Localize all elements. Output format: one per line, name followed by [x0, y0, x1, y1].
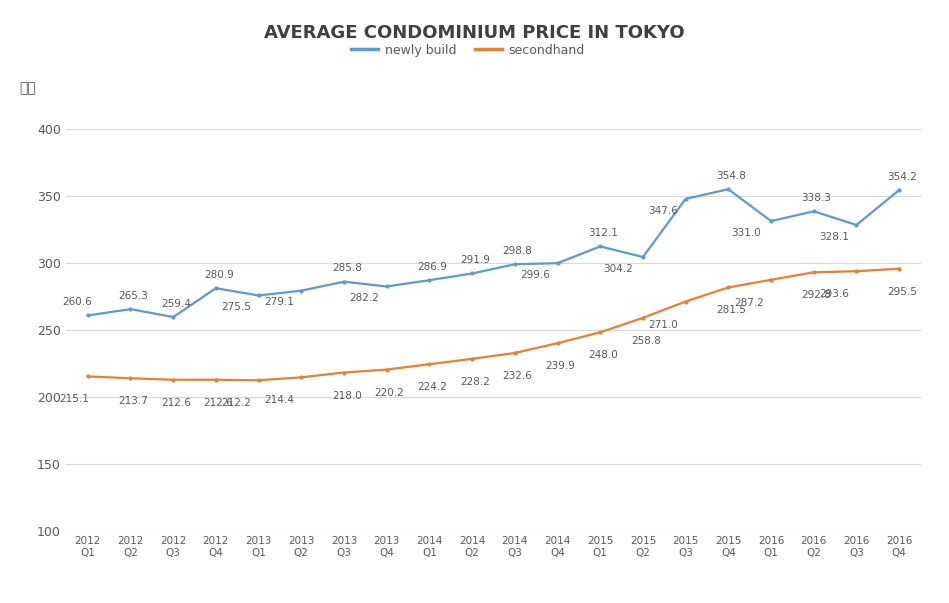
secondhand — [296, 374, 307, 381]
secondhand — [552, 339, 564, 347]
Text: 212.6: 212.6 — [204, 398, 233, 408]
Line: newly build: newly build — [85, 187, 902, 319]
newly build — [423, 277, 435, 284]
Text: 224.2: 224.2 — [418, 382, 447, 393]
newly build — [679, 195, 691, 203]
Text: 354.2: 354.2 — [887, 172, 917, 182]
Text: 328.1: 328.1 — [819, 232, 849, 242]
newly build — [296, 287, 307, 294]
Text: 331.0: 331.0 — [731, 228, 761, 238]
newly build — [638, 253, 649, 260]
Line: secondhand: secondhand — [85, 267, 902, 382]
Text: 265.3: 265.3 — [119, 291, 148, 301]
newly build — [339, 278, 350, 285]
Text: 248.0: 248.0 — [588, 350, 618, 361]
secondhand — [125, 374, 137, 382]
Text: 286.9: 286.9 — [418, 262, 447, 272]
Text: 282.2: 282.2 — [349, 293, 380, 303]
newly build — [82, 312, 93, 319]
secondhand — [466, 355, 477, 362]
Text: 260.6: 260.6 — [62, 297, 91, 307]
Text: 293.6: 293.6 — [819, 289, 849, 299]
newly build — [381, 283, 392, 290]
Text: 213.7: 213.7 — [119, 396, 148, 406]
Text: 232.6: 232.6 — [503, 371, 532, 381]
Text: 304.2: 304.2 — [603, 264, 633, 274]
Text: 291.9: 291.9 — [460, 255, 490, 265]
secondhand — [339, 369, 350, 376]
newly build — [509, 260, 520, 268]
secondhand — [850, 268, 862, 275]
secondhand — [252, 377, 264, 384]
secondhand — [893, 265, 904, 273]
Text: 239.9: 239.9 — [546, 361, 575, 371]
Legend: newly build, secondhand: newly build, secondhand — [345, 39, 590, 63]
Text: 312.1: 312.1 — [588, 228, 618, 238]
newly build — [722, 186, 734, 193]
Text: 万円: 万円 — [19, 81, 36, 95]
newly build — [594, 243, 606, 250]
Text: 212.6: 212.6 — [161, 398, 191, 408]
secondhand — [808, 269, 819, 276]
Text: 259.4: 259.4 — [161, 298, 191, 309]
newly build — [167, 314, 178, 321]
newly build — [765, 218, 776, 225]
Text: 214.4: 214.4 — [264, 396, 294, 405]
Text: 228.2: 228.2 — [460, 377, 490, 387]
Text: 295.5: 295.5 — [887, 286, 917, 297]
secondhand — [638, 314, 649, 321]
secondhand — [594, 329, 606, 336]
secondhand — [82, 373, 93, 380]
secondhand — [381, 366, 392, 373]
secondhand — [679, 298, 691, 305]
newly build — [893, 186, 904, 194]
secondhand — [167, 376, 178, 384]
Text: 338.3: 338.3 — [802, 193, 831, 203]
Text: 281.5: 281.5 — [716, 306, 746, 315]
Text: 347.6: 347.6 — [648, 206, 679, 215]
newly build — [808, 207, 819, 215]
secondhand — [722, 284, 734, 291]
newly build — [466, 270, 477, 277]
secondhand — [423, 361, 435, 368]
Text: 299.6: 299.6 — [520, 270, 550, 280]
Text: 258.8: 258.8 — [631, 336, 661, 346]
Text: 275.5: 275.5 — [221, 302, 251, 312]
Text: 292.8: 292.8 — [802, 290, 831, 300]
Text: 354.8: 354.8 — [716, 171, 746, 181]
Text: 285.8: 285.8 — [332, 264, 362, 273]
Text: 298.8: 298.8 — [503, 246, 532, 256]
Text: 279.1: 279.1 — [264, 297, 294, 308]
newly build — [125, 306, 137, 313]
newly build — [552, 259, 564, 267]
secondhand — [765, 276, 776, 283]
secondhand — [509, 349, 520, 356]
Text: AVERAGE CONDOMINIUM PRICE IN TOKYO: AVERAGE CONDOMINIUM PRICE IN TOKYO — [264, 24, 685, 42]
Text: 280.9: 280.9 — [204, 270, 233, 280]
newly build — [850, 221, 862, 229]
Text: 218.0: 218.0 — [332, 391, 362, 400]
Text: 287.2: 287.2 — [734, 298, 764, 308]
newly build — [252, 292, 264, 299]
secondhand — [210, 376, 221, 384]
Text: 215.1: 215.1 — [59, 394, 89, 405]
Text: 220.2: 220.2 — [375, 388, 404, 397]
newly build — [210, 285, 221, 292]
Text: 271.0: 271.0 — [648, 320, 679, 330]
Text: 212.2: 212.2 — [221, 399, 251, 408]
